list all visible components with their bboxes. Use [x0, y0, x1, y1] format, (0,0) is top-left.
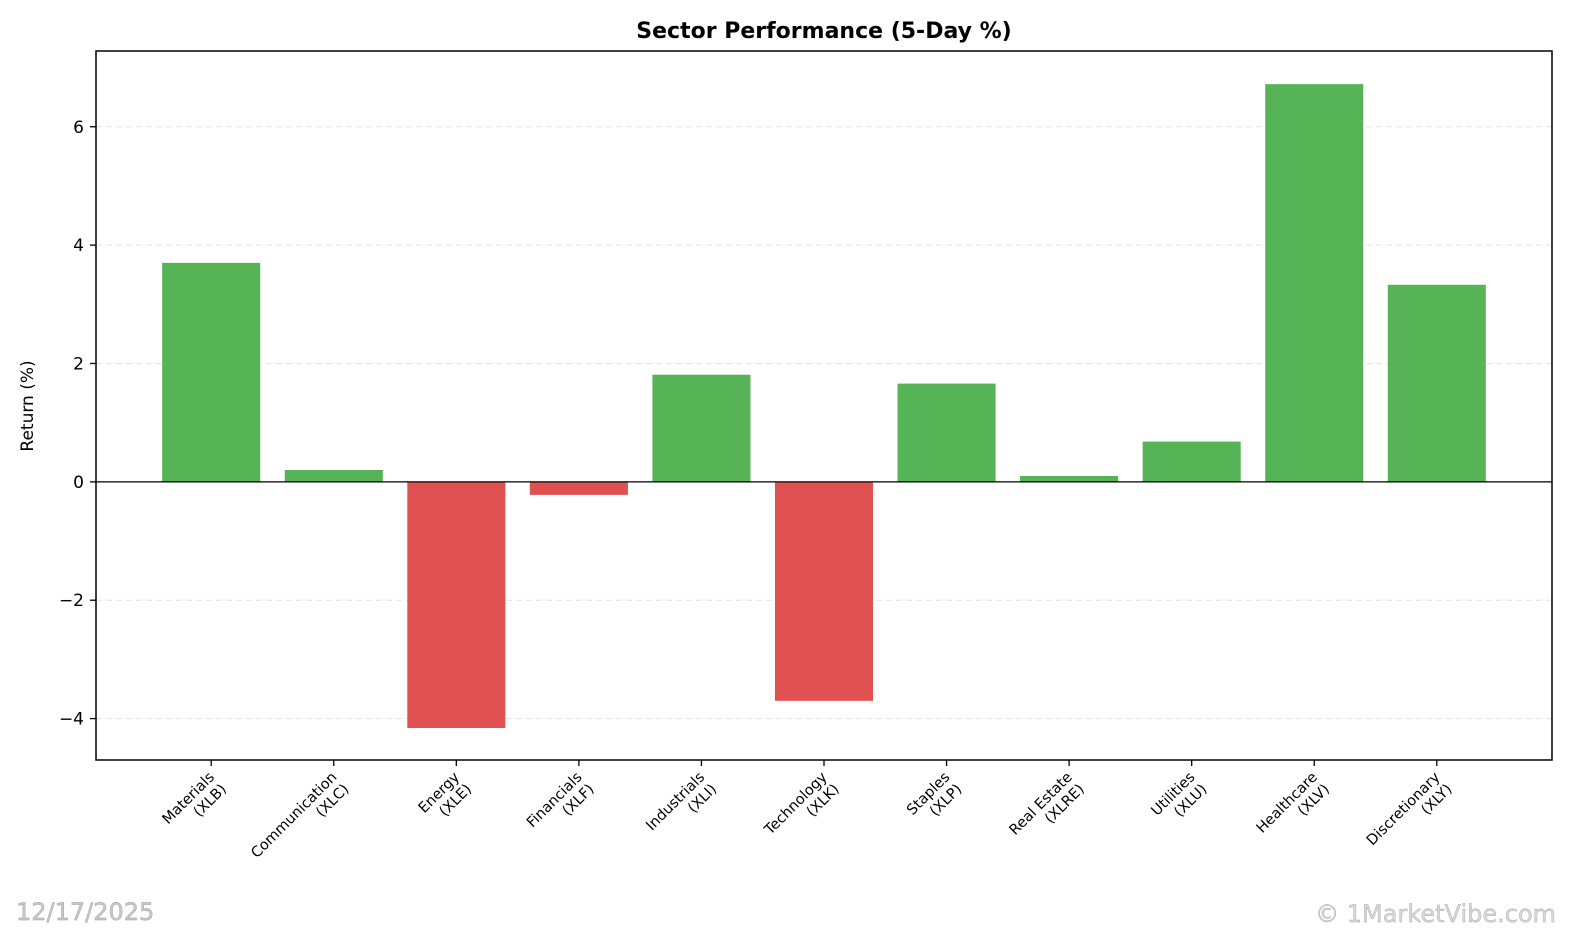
y-tick-label: 0: [73, 473, 84, 493]
y-tick-label: 2: [73, 354, 84, 374]
x-tick-label: Discretionary(XLY): [1364, 769, 1456, 861]
bar: [652, 374, 751, 482]
bar: [407, 481, 506, 729]
x-axis: Materials(XLB) Communication(XLC) Energy(X…: [160, 760, 1456, 873]
y-tick-label: 6: [73, 118, 84, 138]
y-tick-label: −4: [59, 710, 84, 730]
x-tick-label: Financials(XLF): [524, 769, 598, 843]
x-tick-label: Utilities(XLU): [1148, 769, 1210, 831]
y-tick-label: 4: [73, 236, 84, 256]
bar: [774, 481, 874, 701]
date-label: 12/17/2025: [16, 898, 154, 926]
bar: [1020, 475, 1119, 482]
bar: [1142, 441, 1241, 482]
y-axis-label: Return (%): [18, 360, 38, 451]
y-axis: −4 −2 0 2 4 6: [59, 118, 96, 730]
x-tick-label: Energy(XLE): [416, 769, 476, 829]
bar: [897, 383, 996, 482]
x-tick-label: Staples(XLP): [904, 769, 965, 830]
y-tick-label: −2: [59, 591, 84, 611]
x-tick-label: Healthcare(XLV): [1254, 769, 1333, 848]
x-tick-label: Technology(XLK): [761, 769, 843, 851]
bar: [1387, 284, 1486, 482]
bar: [529, 481, 628, 495]
x-tick-label: Materials(XLB): [160, 769, 230, 839]
x-tick-label: Real Estate(XLRE): [1007, 769, 1088, 850]
watermark: © 1MarketVibe.com: [1315, 900, 1556, 928]
bar: [1265, 84, 1364, 482]
chart-title: Sector Performance (5-Day %): [636, 19, 1011, 44]
bar: [284, 470, 383, 482]
x-tick-label: Communication(XLC): [248, 769, 352, 873]
x-tick-label: Industrials(XLI): [643, 769, 720, 846]
bar: [162, 262, 261, 482]
bars: [162, 84, 1486, 729]
